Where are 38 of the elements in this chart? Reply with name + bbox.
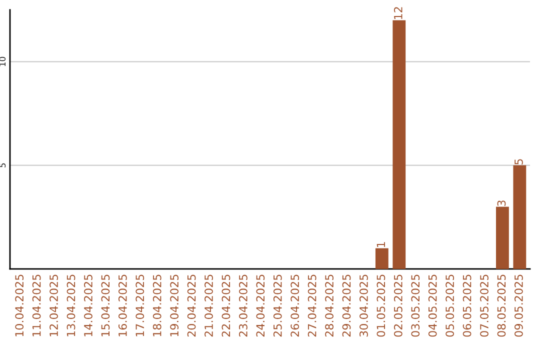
x-tick-label: 25.04.2025 bbox=[273, 274, 282, 337]
data-label: 3 bbox=[497, 200, 506, 206]
x-tick-label: 03.05.2025 bbox=[411, 274, 420, 337]
x-tick-label: 01.05.2025 bbox=[376, 274, 386, 337]
x-tick-label: 05.05.2025 bbox=[446, 274, 454, 337]
bar bbox=[392, 20, 406, 269]
bar bbox=[513, 165, 526, 269]
x-tick-label: 26.04.2025 bbox=[290, 274, 300, 337]
x-tick-label: 28.04.2025 bbox=[325, 274, 334, 337]
x-tick-label: 13.04.2025 bbox=[66, 274, 76, 336]
x-tick-label: 21.04.2025 bbox=[204, 274, 213, 337]
x-tick-label: 24.04.2025 bbox=[256, 274, 265, 337]
x-tick-label: 10.04.2025 bbox=[15, 274, 24, 336]
x-tick-label: 06.05.2025 bbox=[462, 274, 472, 337]
x-tick-label: 23.04.2025 bbox=[238, 274, 248, 337]
x-tick-label: 02.05.2025 bbox=[394, 274, 402, 337]
data-label: 5 bbox=[514, 159, 523, 164]
x-tick-label: 20.04.2025 bbox=[187, 274, 196, 337]
x-tick-label: 17.04.2025 bbox=[136, 274, 144, 336]
x-tick-label: 22.04.2025 bbox=[222, 274, 230, 337]
x-tick-label: 16.04.2025 bbox=[118, 274, 127, 336]
x-tick-label: 27.04.2025 bbox=[308, 274, 316, 337]
x-tick-label: 15.04.2025 bbox=[101, 274, 110, 336]
x-tick-label: 11.04.2025 bbox=[32, 274, 41, 336]
x-tick-label: 04.05.2025 bbox=[428, 274, 437, 337]
x-tick-label: 18.04.2025 bbox=[152, 274, 162, 336]
x-tick-label: 08.05.2025 bbox=[497, 274, 506, 337]
bar bbox=[375, 248, 388, 269]
x-tick-label: 29.04.2025 bbox=[342, 274, 351, 337]
bar bbox=[496, 206, 509, 269]
x-tick-label: 12.04.2025 bbox=[50, 274, 58, 336]
x-tick-label: 14.04.2025 bbox=[84, 274, 92, 336]
data-label: 1 bbox=[376, 242, 385, 247]
x-tick-label: 07.05.2025 bbox=[480, 274, 488, 337]
x-tick-label: 19.04.2025 bbox=[170, 274, 179, 336]
data-label: 12 bbox=[394, 7, 402, 20]
x-tick-label: 09.05.2025 bbox=[514, 274, 523, 337]
x-tick-label: 30.04.2025 bbox=[360, 274, 368, 337]
